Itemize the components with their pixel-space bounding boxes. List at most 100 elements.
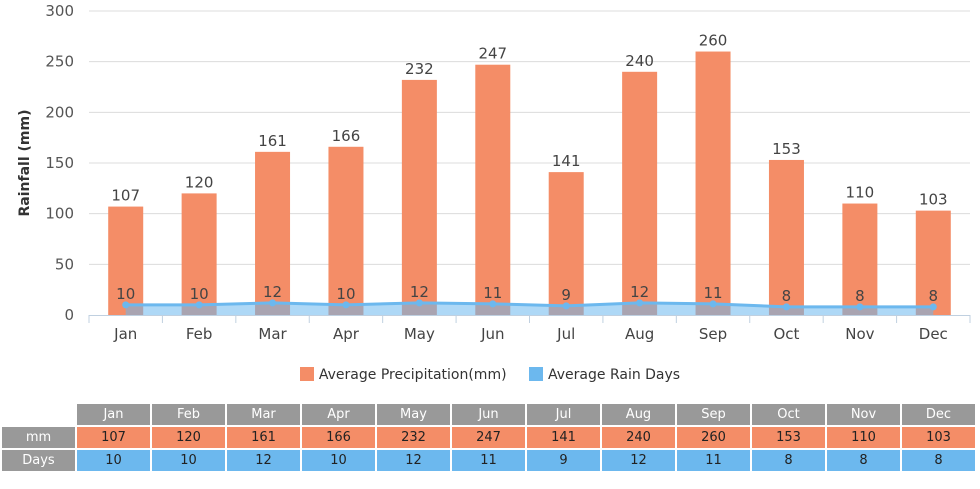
bar-value-label: 141 (552, 152, 581, 170)
rain-days-value-label: 10 (190, 285, 209, 303)
rain-days-value-label: 11 (483, 284, 502, 302)
table-cell: 12 (602, 450, 675, 471)
y-tick-label: 200 (45, 103, 74, 121)
table-cell: 10 (152, 450, 225, 471)
rain-days-point-jun (489, 300, 497, 308)
bar-value-label: 260 (699, 32, 728, 50)
x-tick-label: Dec (919, 325, 948, 343)
bar-value-label: 153 (772, 140, 801, 158)
table-cell: 103 (902, 427, 975, 448)
bar-sep (695, 51, 731, 316)
table-header-cell: Oct (752, 404, 825, 425)
bar-apr (328, 146, 364, 315)
x-tick-label: Jan (113, 325, 137, 343)
legend-swatch-rain-days (529, 367, 543, 381)
rain-days-value-label: 8 (782, 287, 792, 305)
rain-days-point-jul (562, 302, 570, 310)
legend-item-precipitation[interactable]: Average Precipitation(mm) (299, 367, 507, 383)
table-cell: 8 (752, 450, 825, 471)
bar-jun (475, 64, 511, 315)
legend-item-rain-days[interactable]: Average Rain Days (529, 367, 680, 383)
x-tick-label: Aug (625, 325, 654, 343)
chart-legend: Average Precipitation(mm) Average Rain D… (0, 367, 980, 383)
table-header-cell: Jul (527, 404, 600, 425)
rain-days-point-oct (782, 303, 790, 311)
table-cell: 12 (227, 450, 300, 471)
data-table: Jan Feb Mar Apr May Jun Jul Aug Sep Oct Nov Dec mm 10… (0, 402, 977, 473)
bar-aug (622, 71, 658, 315)
table-header-cell: Apr (302, 404, 375, 425)
table-row: mm 107 120 161 166 232 247 141 240 260 153 110 103 (2, 427, 975, 448)
rain-days-point-mar (269, 299, 277, 307)
bar-feb (181, 193, 217, 315)
table-row-label: Days (2, 450, 75, 471)
bar-value-label: 161 (258, 132, 287, 150)
x-tick-label: Jun (480, 325, 504, 343)
bar-value-label: 232 (405, 60, 434, 78)
rain-days-point-dec (929, 303, 937, 311)
rain-days-point-feb (195, 301, 203, 309)
table-cell: 153 (752, 427, 825, 448)
rainfall-chart: 0 50 100 150 200 250 300 Rainfall (mm) 107 120 161… (17, 2, 971, 343)
rain-days-value-label: 10 (116, 285, 135, 303)
rain-days-value-label: 11 (703, 284, 722, 302)
table-row-label: mm (2, 427, 75, 448)
table-cell: 260 (677, 427, 750, 448)
bar-value-label: 107 (111, 187, 140, 205)
y-tick-label: 150 (45, 154, 74, 172)
rain-days-point-aug (636, 299, 644, 307)
bar-value-label: 103 (919, 191, 948, 209)
bar-dec (915, 210, 951, 315)
x-tick-label: Mar (258, 325, 287, 343)
legend-label-precipitation: Average Precipitation(mm) (318, 367, 507, 383)
x-tick-label: Nov (845, 325, 874, 343)
table-cell: 9 (527, 450, 600, 471)
rain-days-point-jan (122, 301, 130, 309)
table-header-cell: Aug (602, 404, 675, 425)
table-row: Days 10 10 12 10 12 11 9 12 11 8 8 8 (2, 450, 975, 471)
table-cell: 8 (827, 450, 900, 471)
table-header-cell: Jun (452, 404, 525, 425)
table-cell: 141 (527, 427, 600, 448)
bar-may (401, 79, 437, 315)
legend-label-rain-days: Average Rain Days (548, 367, 681, 383)
table-header-cell: May (377, 404, 450, 425)
x-tick-label: Sep (699, 325, 727, 343)
rain-days-value-label: 8 (855, 287, 865, 305)
table-header-row: Jan Feb Mar Apr May Jun Jul Aug Sep Oct Nov Dec (2, 404, 975, 425)
bar-value-label: 110 (846, 184, 875, 202)
y-tick-label: 0 (64, 306, 74, 324)
bar-jul (548, 172, 584, 315)
bar-mar (255, 151, 291, 315)
x-tick-label: Oct (773, 325, 799, 343)
x-tick-label: Feb (186, 325, 213, 343)
rain-days-point-apr (342, 301, 350, 309)
rain-days-value-label: 12 (263, 283, 282, 301)
table-cell: 247 (452, 427, 525, 448)
bar-value-label: 166 (332, 127, 361, 145)
table-cell: 11 (452, 450, 525, 471)
table-header-cell: Dec (902, 404, 975, 425)
bar-value-label: 240 (625, 52, 654, 70)
table-corner (2, 404, 75, 425)
table-cell: 161 (227, 427, 300, 448)
table-cell: 8 (902, 450, 975, 471)
table-cell: 240 (602, 427, 675, 448)
rain-days-value-label: 9 (561, 286, 571, 304)
table-cell: 10 (77, 450, 150, 471)
rain-days-value-label: 8 (929, 287, 939, 305)
table-header-cell: Nov (827, 404, 900, 425)
y-tick-label: 250 (45, 53, 74, 71)
table-cell: 11 (677, 450, 750, 471)
table-cell: 110 (827, 427, 900, 448)
rain-days-value-label: 12 (410, 283, 429, 301)
y-axis-title: Rainfall (mm) (17, 110, 33, 217)
bar-oct (768, 159, 804, 315)
rain-days-value-label: 10 (336, 285, 355, 303)
table-header-cell: Mar (227, 404, 300, 425)
x-tick-label: Apr (333, 325, 360, 343)
x-tick-label: Jul (556, 325, 575, 343)
y-tick-label: 300 (45, 2, 74, 20)
table-cell: 166 (302, 427, 375, 448)
table-cell: 12 (377, 450, 450, 471)
